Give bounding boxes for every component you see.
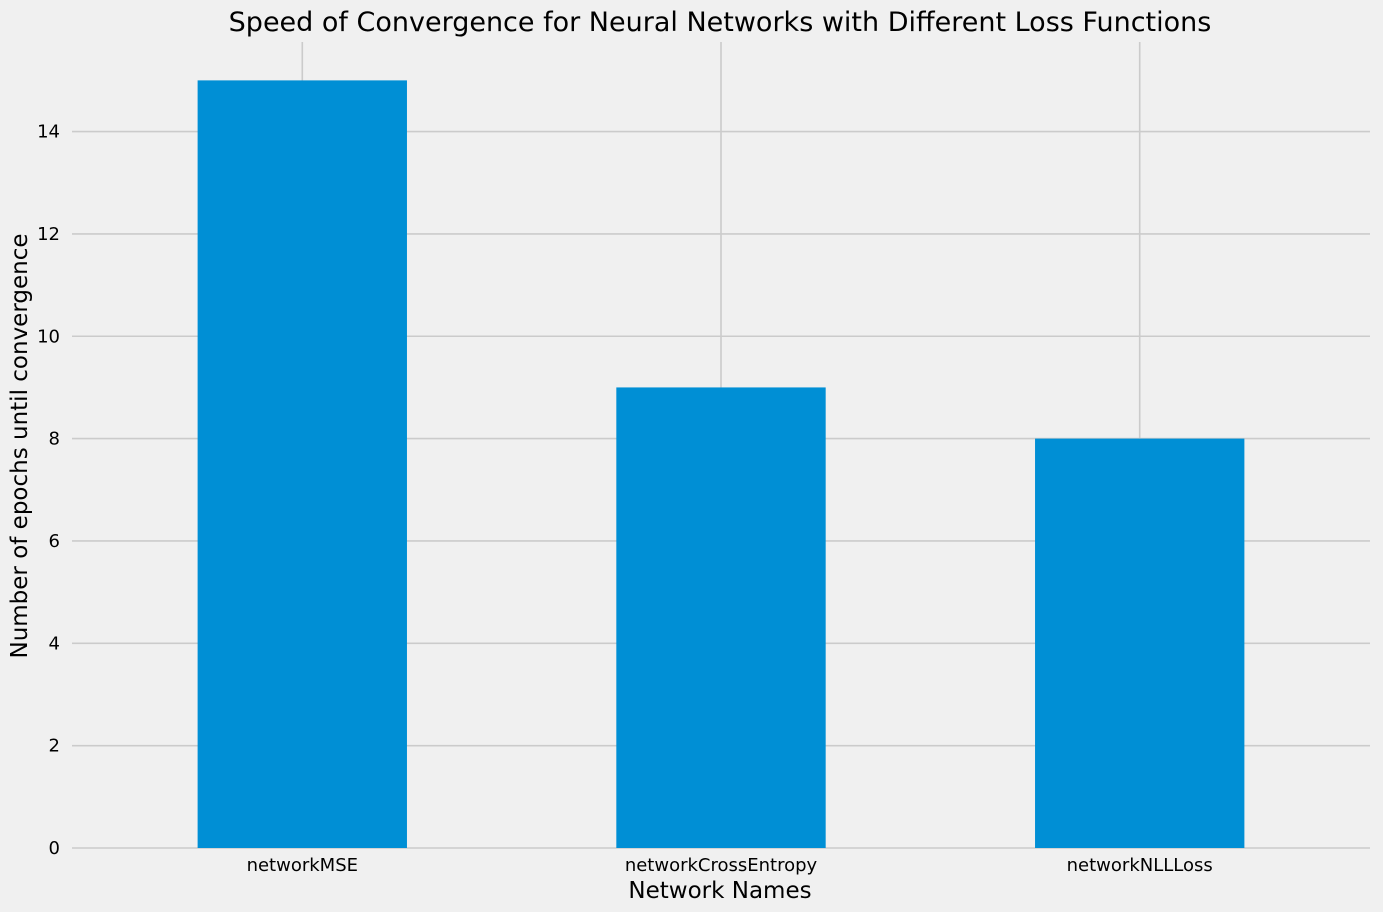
bars-layer (197, 80, 1245, 848)
y-tick-label: 6 (49, 531, 60, 552)
ticks-layer: 0 2 4 6 8 10 12 14 networkMSE networkCrossEntropy… (37, 122, 1213, 876)
bar-networkCrossEntropy (616, 387, 826, 848)
bar-networkMSE (197, 80, 407, 848)
y-tick-label: 12 (37, 224, 60, 245)
y-tick-label: 4 (49, 633, 60, 654)
y-tick-label: 10 (37, 326, 60, 347)
y-tick-label: 14 (37, 122, 60, 143)
chart-title: Speed of Convergence for Neural Networks… (229, 7, 1212, 38)
x-tick-label: networkNLLLoss (1067, 855, 1213, 876)
x-tick-label: networkCrossEntropy (625, 855, 818, 876)
x-axis-label: Network Names (628, 878, 811, 904)
bar-networkNLLLoss (1035, 438, 1245, 848)
y-tick-label: 8 (49, 429, 60, 450)
y-axis-label: Number of epochs until convergence (7, 233, 33, 658)
x-tick-label: networkMSE (247, 855, 358, 876)
y-tick-label: 0 (49, 838, 60, 859)
y-tick-label: 2 (49, 736, 60, 757)
